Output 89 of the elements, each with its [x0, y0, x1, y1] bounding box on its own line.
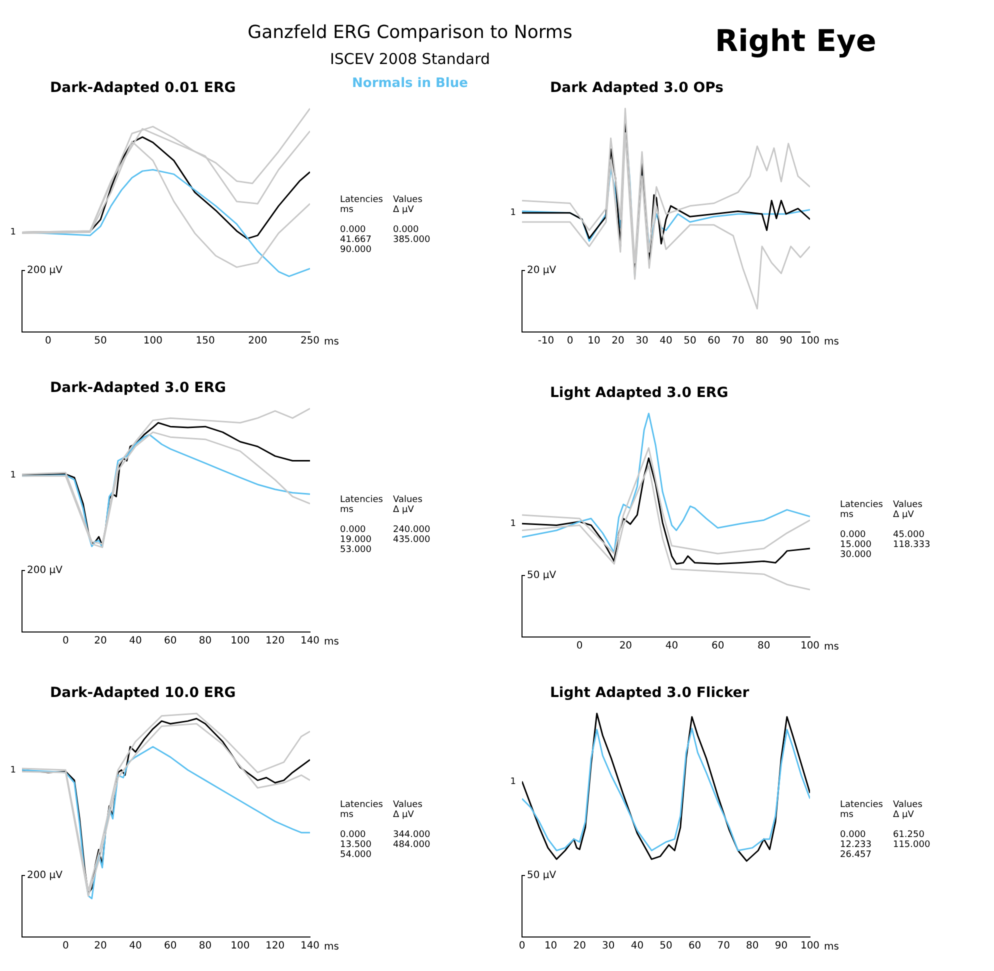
annotation: 1 [10, 228, 16, 238]
x-tick-label: 20 [612, 336, 624, 347]
chart-title: Dark-Adapted 0.01 ERG [50, 80, 236, 96]
text: Values Δ µV 45.000 118.333 [892, 500, 930, 552]
x-tick-label: 60 [164, 636, 177, 647]
annotation: 50 µV [527, 570, 556, 582]
x-tick-label: 70 [717, 940, 730, 952]
annotation: 1 [10, 470, 16, 480]
chart-title: Dark Adapted 3.0 OPs [550, 80, 724, 98]
x-tick-label: 60 [711, 640, 724, 652]
x-tick-label: -10 [538, 336, 554, 347]
annotation: 1 [510, 208, 516, 218]
chart-title: Light Adapted 3.0 ERG [550, 385, 730, 403]
x-axis-title: ms [824, 642, 839, 653]
x-tick-label: 40 [129, 636, 142, 647]
x-tick-label: 100 [230, 636, 250, 647]
x-tick-label: 100 [800, 640, 820, 652]
x-tick-label: 20 [619, 640, 632, 652]
text: Values Δ µV 240.000 435.000 [392, 495, 430, 547]
x-tick-label: 0 [44, 336, 52, 347]
text: Values Δ µV 344.000 484.000 [392, 800, 430, 852]
x-tick-label: 70 [732, 336, 744, 347]
x-tick-label: 140 [300, 940, 320, 952]
text: Right Eye [715, 24, 876, 59]
text: Values Δ µV 61.250 115.000 [892, 800, 930, 852]
x-tick-label: 30 [636, 336, 648, 347]
x-tick-label: 10 [588, 336, 600, 347]
x-tick-label: 50 [684, 336, 696, 347]
x-tick-label: 100 [143, 336, 162, 347]
x-axis-title: ms [324, 942, 339, 953]
x-tick-label: 10 [544, 940, 558, 952]
x-axis-title: ms [324, 336, 339, 348]
text: ISCEV 2008 Standard [328, 50, 492, 68]
x-tick-label: 40 [129, 940, 142, 952]
x-tick-label: 60 [708, 336, 720, 347]
x-tick-label: 20 [94, 636, 107, 647]
annotation: 1 [510, 519, 516, 530]
x-tick-label: 50 [660, 940, 672, 952]
annotation: 50 µV [527, 870, 556, 882]
text: Latencies ms 0.000 13.500 54.000 [340, 800, 383, 860]
x-tick-label: 50 [94, 336, 107, 347]
x-tick-label: 90 [780, 336, 792, 347]
x-tick-label: 20 [94, 940, 107, 952]
text: Latencies ms 0.000 41.667 90.000 [340, 195, 383, 255]
x-tick-label: 40 [630, 940, 644, 952]
x-tick-label: 80 [758, 640, 770, 652]
x-tick-label: 100 [800, 336, 820, 347]
x-tick-label: 20 [573, 940, 586, 952]
annotation: 1 [10, 765, 16, 776]
x-tick-label: 200 [248, 336, 268, 347]
x-tick-label: 40 [660, 336, 672, 347]
x-tick-label: 60 [164, 940, 177, 952]
annotation: 200 µV [27, 870, 63, 882]
annotation: 20 µV [527, 265, 556, 276]
annotation: 200 µV [27, 565, 63, 576]
text: Latencies ms 0.000 12.233 26.457 [840, 800, 883, 860]
chart-title: Dark-Adapted 10.0 ERG [50, 685, 237, 703]
x-tick-label: 0 [518, 940, 526, 952]
x-tick-label: 80 [746, 940, 759, 952]
text: Values Δ µV 0.000 385.000 [392, 195, 430, 247]
x-tick-label: 100 [800, 940, 820, 952]
text: Latencies ms 0.000 15.000 30.000 [840, 500, 883, 560]
x-tick-label: 120 [266, 940, 285, 952]
x-tick-label: 0 [62, 636, 69, 647]
x-tick-label: 120 [266, 636, 285, 647]
x-tick-label: 80 [198, 636, 212, 647]
x-tick-label: 100 [230, 940, 250, 952]
x-axis-title: ms [324, 636, 339, 648]
x-tick-label: 80 [198, 940, 212, 952]
x-axis-title: ms [824, 336, 839, 348]
text: Latencies ms 0.000 19.000 53.000 [340, 495, 383, 555]
chart-title: Dark-Adapted 3.0 ERG [50, 380, 228, 398]
annotation: 1 [510, 776, 516, 787]
annotation: 200 µV [27, 265, 63, 276]
text: Ganzfeld ERG Comparison to Norms [246, 22, 574, 43]
x-tick-label: 40 [665, 640, 678, 652]
x-tick-label: 250 [300, 336, 320, 347]
x-axis-title: ms [824, 942, 839, 953]
x-tick-label: 0 [576, 640, 583, 652]
x-tick-label: 150 [196, 336, 215, 347]
x-tick-label: 30 [602, 940, 615, 952]
chart-title: Light Adapted 3.0 Flicker [550, 685, 750, 703]
x-tick-label: 60 [688, 940, 702, 952]
x-tick-label: 90 [774, 940, 788, 952]
x-tick-label: 0 [566, 336, 574, 347]
x-tick-label: 80 [756, 336, 768, 347]
x-tick-label: 140 [300, 636, 320, 647]
x-tick-label: 0 [62, 940, 69, 952]
text: Normals in Blue [352, 76, 468, 91]
